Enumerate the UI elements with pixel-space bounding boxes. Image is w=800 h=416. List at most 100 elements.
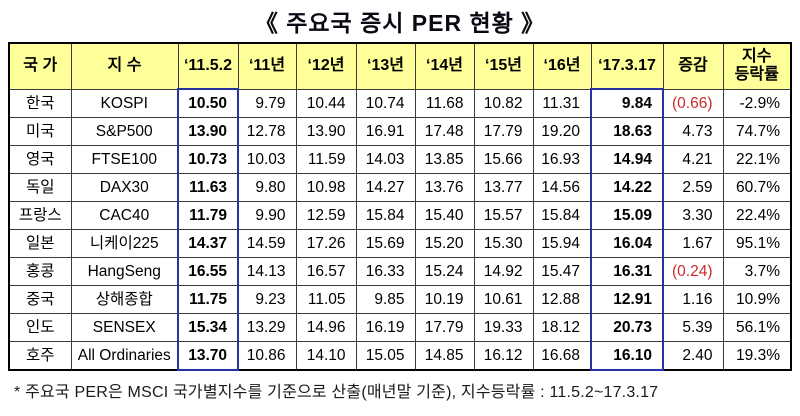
change-cell: 1.16 <box>662 285 724 314</box>
per-value-cell: 9.80 <box>237 173 297 202</box>
index-cell: All Ordinaries <box>70 341 179 371</box>
index-cell: 니케이225 <box>70 229 179 258</box>
per-value-cell: 16.55 <box>177 257 239 286</box>
per-value-cell: 12.78 <box>237 117 297 146</box>
per-value-cell: 17.79 <box>473 117 534 146</box>
per-value-cell: 16.91 <box>355 117 416 146</box>
header-country: 국 가 <box>8 42 72 90</box>
per-value-cell: 16.10 <box>590 341 664 371</box>
per-value-cell: 17.48 <box>414 117 475 146</box>
per-value-cell: 10.86 <box>237 341 297 371</box>
per-value-cell: 14.56 <box>532 173 592 202</box>
change-cell: (0.24) <box>662 257 724 286</box>
per-value-cell: 13.29 <box>237 313 297 342</box>
per-table: 국 가 지 수 ‘11.5.2 ‘11년 ‘12년 ‘13년 ‘14년 ‘15년… <box>8 42 792 371</box>
per-value-cell: 19.33 <box>473 313 534 342</box>
per-value-cell: 13.76 <box>414 173 475 202</box>
change-cell: 4.73 <box>662 117 724 146</box>
country-cell: 홍콩 <box>8 257 72 286</box>
per-value-cell: 17.26 <box>295 229 357 258</box>
table-row: 독일 DAX30 11.63 9.80 10.98 14.27 13.76 13.77 14.5… <box>8 173 792 202</box>
per-value-cell: 14.94 <box>590 145 664 174</box>
per-value-cell: 14.13 <box>237 257 297 286</box>
per-value-cell: 19.20 <box>532 117 592 146</box>
per-value-cell: 16.93 <box>532 145 592 174</box>
per-value-cell: 10.82 <box>473 88 534 118</box>
index-cell: S&P500 <box>70 117 179 146</box>
header-row: 국 가 지 수 ‘11.5.2 ‘11년 ‘12년 ‘13년 ‘14년 ‘15년… <box>8 42 792 90</box>
country-cell: 프랑스 <box>8 201 72 230</box>
per-value-cell: 15.66 <box>473 145 534 174</box>
table-row: 호주 All Ordinaries 13.70 10.86 14.10 15.05 14.8… <box>8 341 792 371</box>
per-value-cell: 14.96 <box>295 313 357 342</box>
per-value-cell: 14.10 <box>295 341 357 371</box>
per-value-cell: 18.12 <box>532 313 592 342</box>
per-value-cell: 10.44 <box>295 88 357 118</box>
index-cell: 상해종합 <box>70 285 179 314</box>
country-cell: 영국 <box>8 145 72 174</box>
per-value-cell: 10.73 <box>177 145 239 174</box>
header-2011: ‘11년 <box>237 42 297 90</box>
per-value-cell: 18.63 <box>590 117 664 146</box>
per-value-cell: 14.22 <box>590 173 664 202</box>
per-value-cell: 13.90 <box>177 117 239 146</box>
per-value-cell: 16.12 <box>473 341 534 371</box>
index-cell: DAX30 <box>70 173 179 202</box>
change-cell: 1.67 <box>662 229 724 258</box>
per-value-cell: 16.04 <box>590 229 664 258</box>
per-value-cell: 11.31 <box>532 88 592 118</box>
per-value-cell: 11.75 <box>177 285 239 314</box>
per-value-cell: 15.34 <box>177 313 239 342</box>
per-value-cell: 15.57 <box>473 201 534 230</box>
per-value-cell: 16.19 <box>355 313 416 342</box>
change-cell: 4.21 <box>662 145 724 174</box>
country-cell: 인도 <box>8 313 72 342</box>
country-cell: 독일 <box>8 173 72 202</box>
table-row: 인도 SENSEX 15.34 13.29 14.96 16.19 17.79 19.33 18… <box>8 313 792 342</box>
per-value-cell: 16.31 <box>590 257 664 286</box>
per-value-cell: 15.30 <box>473 229 534 258</box>
table-row: 홍콩 HangSeng 16.55 14.13 16.57 16.33 15.24 14.92… <box>8 257 792 286</box>
per-value-cell: 12.88 <box>532 285 592 314</box>
change-cell: (0.66) <box>662 88 724 118</box>
per-value-cell: 14.27 <box>355 173 416 202</box>
per-value-cell: 16.57 <box>295 257 357 286</box>
per-table-body: 한국 KOSPI 10.50 9.79 10.44 10.74 11.68 10.82 11.3… <box>8 88 792 371</box>
return-cell: -2.9% <box>722 88 792 118</box>
per-value-cell: 9.84 <box>590 88 664 118</box>
page-title: 《 주요국 증시 PER 현황 》 <box>254 10 546 36</box>
per-value-cell: 10.74 <box>355 88 416 118</box>
per-value-cell: 11.05 <box>295 285 357 314</box>
header-2014: ‘14년 <box>414 42 475 90</box>
header-2017-3-17: ‘17.3.17 <box>590 42 664 90</box>
country-cell: 미국 <box>8 117 72 146</box>
index-cell: HangSeng <box>70 257 179 286</box>
per-value-cell: 11.68 <box>414 88 475 118</box>
per-value-cell: 12.59 <box>295 201 357 230</box>
return-cell: 22.1% <box>722 145 792 174</box>
table-row: 일본 니케이225 14.37 14.59 17.26 15.69 15.20 15.30 15… <box>8 229 792 258</box>
per-value-cell: 15.40 <box>414 201 475 230</box>
per-value-cell: 16.33 <box>355 257 416 286</box>
per-value-cell: 13.90 <box>295 117 357 146</box>
table-row: 프랑스 CAC40 11.79 9.90 12.59 15.84 15.40 15.57 15.… <box>8 201 792 230</box>
header-index: 지 수 <box>70 42 179 90</box>
per-value-cell: 16.68 <box>532 341 592 371</box>
per-value-cell: 15.69 <box>355 229 416 258</box>
per-value-cell: 10.03 <box>237 145 297 174</box>
index-cell: CAC40 <box>70 201 179 230</box>
return-cell: 3.7% <box>722 257 792 286</box>
table-row: 영국 FTSE100 10.73 10.03 11.59 14.03 13.85 15.66 1… <box>8 145 792 174</box>
table-row: 한국 KOSPI 10.50 9.79 10.44 10.74 11.68 10.82 11.3… <box>8 88 792 118</box>
per-value-cell: 15.09 <box>590 201 664 230</box>
per-value-cell: 9.79 <box>237 88 297 118</box>
header-2016: ‘16년 <box>532 42 592 90</box>
per-value-cell: 15.84 <box>355 201 416 230</box>
header-2011-5-2: ‘11.5.2 <box>177 42 239 90</box>
country-cell: 일본 <box>8 229 72 258</box>
per-value-cell: 20.73 <box>590 313 664 342</box>
per-value-cell: 11.79 <box>177 201 239 230</box>
country-cell: 중국 <box>8 285 72 314</box>
change-cell: 3.30 <box>662 201 724 230</box>
per-value-cell: 9.90 <box>237 201 297 230</box>
